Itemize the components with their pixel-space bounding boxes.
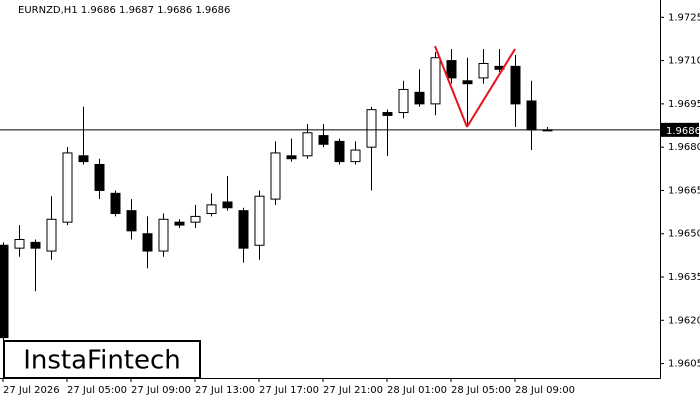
current-price-label: 1.9686 [666,126,700,137]
candle-body [398,88,409,114]
y-tick-label: 1.9620 [668,315,700,326]
candle-body [222,201,233,209]
x-tick-label: 27 Jul 05:00 [67,385,127,396]
candle-body [318,135,329,145]
x-tick-label: 27 Jul 17:00 [259,385,319,396]
y-tick-label: 1.9710 [668,56,700,67]
candle-body [94,163,105,191]
candle-body [190,215,201,223]
x-tick-label: 27 Jul 09:00 [131,385,191,396]
candle-body [286,155,297,160]
x-tick-label: 28 Jul 09:00 [515,385,575,396]
candle-body [30,241,41,249]
pattern-line [466,48,516,128]
candle-body [142,233,153,252]
candle-body [366,109,377,148]
candle-body [0,244,9,339]
candle-body [158,218,169,252]
y-tick-label: 1.9605 [668,359,700,370]
candle-body [174,221,185,226]
y-tick-label: 1.9695 [668,99,700,110]
watermark: InstaFintech [23,346,181,376]
y-tick-label: 1.9650 [668,229,700,240]
candle-body [446,60,457,79]
candle-body [78,155,89,163]
pattern-line [434,45,468,128]
x-tick-label: 27 Jul 21:00 [323,385,383,396]
x-tick-label: 27 Jul 2026 [3,385,60,396]
x-tick-label: 28 Jul 05:00 [451,385,511,396]
candle-body [62,152,73,223]
candle-body [350,149,361,163]
candle-body [238,210,249,249]
y-tick-label: 1.9725 [668,12,700,23]
candle-body [254,195,265,246]
candle-body [462,80,473,85]
chart-title: EURNZD,H1 1.9686 1.9687 1.9686 1.9686 [18,5,230,16]
candle-body [526,100,537,131]
candle-body [414,91,425,105]
watermark-box [3,340,201,379]
candle-body [110,192,121,215]
candle-body [126,210,137,232]
candle-body [510,65,521,105]
y-tick-label: 1.9635 [668,272,700,283]
candle-body [46,218,57,252]
x-tick-label: 27 Jul 13:00 [195,385,255,396]
candle-body [270,152,281,200]
x-tick-label: 28 Jul 01:00 [387,385,447,396]
candle-body [206,204,217,215]
y-tick-label: 1.9680 [668,142,700,153]
y-tick-label: 1.9665 [668,185,700,196]
candle-body [302,132,313,157]
candle-body [478,62,489,79]
candle-body [334,140,345,163]
candle-body [14,238,25,249]
candle-body [430,57,441,105]
candle-body [382,112,393,116]
current-price-box [661,122,699,137]
